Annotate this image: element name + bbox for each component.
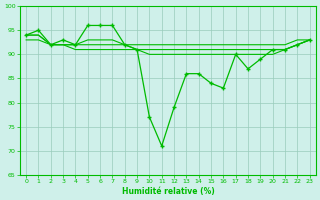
X-axis label: Humidité relative (%): Humidité relative (%) (122, 187, 214, 196)
